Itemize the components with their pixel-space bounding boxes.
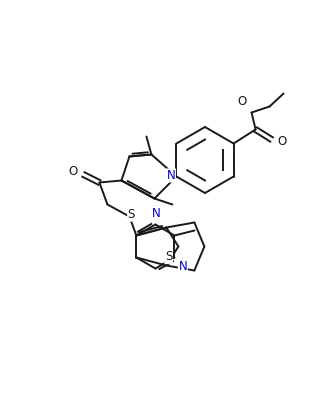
- Text: S: S: [165, 250, 172, 264]
- Text: O: O: [277, 135, 287, 148]
- Text: N: N: [167, 169, 175, 182]
- Text: N: N: [179, 260, 187, 274]
- Text: N: N: [152, 206, 161, 220]
- Text: S: S: [128, 208, 135, 221]
- Text: O: O: [237, 94, 246, 108]
- Text: O: O: [68, 165, 77, 178]
